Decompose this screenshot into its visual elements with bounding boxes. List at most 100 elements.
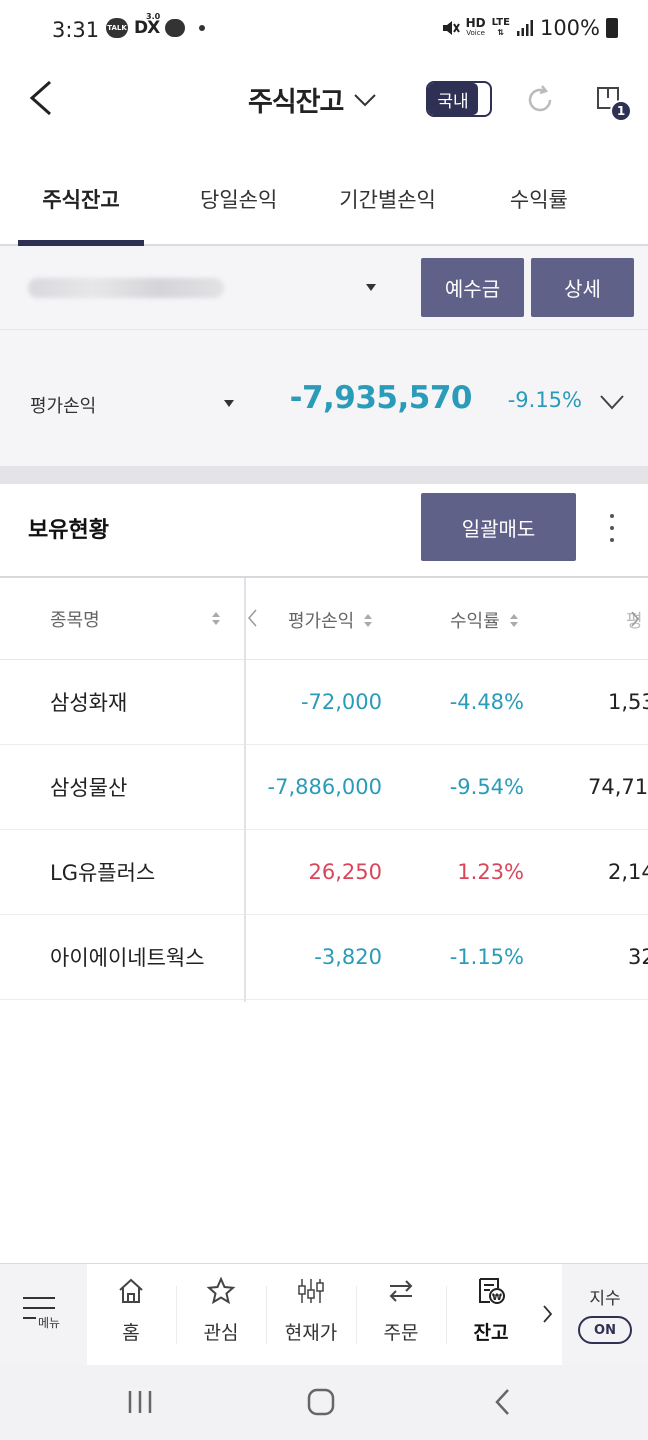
partial-value-cell: 1,53 — [608, 690, 648, 714]
swap-arrows-icon — [389, 1280, 413, 1302]
system-back-icon[interactable] — [492, 1387, 512, 1417]
dx-icon: DX 3.0 — [134, 12, 161, 38]
signal-icon — [516, 20, 533, 36]
back-arrow-icon[interactable] — [24, 78, 60, 118]
partial-value-cell: 32 — [628, 945, 648, 969]
nav-order[interactable]: 주문 — [356, 1264, 446, 1366]
index-on-toggle[interactable]: ON — [578, 1316, 632, 1344]
page-title: 주식잔고 — [248, 87, 344, 118]
detail-button[interactable]: 상세 — [531, 258, 634, 317]
tab-bar: 주식잔고 당일손익 기간별손익 수익률 — [0, 160, 648, 246]
table-row[interactable]: -72,000 -4.48% 1,53 — [246, 660, 648, 745]
page-title-dropdown[interactable]: 주식잔고 — [248, 80, 377, 119]
scroll-header-row: 평가손익 수익률 평 — [246, 578, 648, 660]
nav-watchlist[interactable]: 관심 — [176, 1264, 266, 1366]
tab-return-rate[interactable]: 수익률 — [509, 188, 568, 212]
table-row[interactable]: 26,250 1.23% 2,14 — [246, 830, 648, 915]
sort-icon — [364, 613, 373, 627]
column-header-rate[interactable]: 수익률 — [450, 607, 518, 633]
kakaotalk-icon: TALK — [106, 18, 128, 38]
summary-return-rate: -9.15% — [507, 388, 582, 412]
chat-bubble-icon — [165, 19, 186, 37]
deposit-button[interactable]: 예수금 — [421, 258, 524, 317]
caret-down-icon — [224, 400, 234, 407]
balance-icon: ₩ — [479, 1278, 505, 1304]
candlestick-icon — [298, 1279, 324, 1303]
status-time: 3:31 — [52, 18, 100, 42]
holdings-title: 보유현황 — [28, 518, 109, 543]
battery-percent: 100% — [539, 16, 600, 40]
table-row[interactable]: -3,820 -1.15% 32 — [246, 915, 648, 1000]
account-selector-row: 예수금 상세 — [0, 246, 648, 330]
scroll-left-icon[interactable] — [246, 608, 258, 628]
refresh-icon[interactable] — [522, 82, 558, 118]
scrollable-columns[interactable]: 평가손익 수익률 평 -72,000 -4.48% 1,53 -7,886,00… — [246, 578, 648, 1002]
caret-down-icon — [366, 284, 376, 291]
table-row[interactable]: -7,886,000 -9.54% 74,71 — [246, 745, 648, 830]
window-count-badge: 1 — [610, 100, 632, 122]
menu-label: 메뉴 — [38, 1316, 61, 1330]
section-divider — [0, 466, 648, 484]
stock-name-cell[interactable]: 삼성물산 — [0, 745, 244, 830]
summary-type-dropdown[interactable]: 평가손익 — [0, 370, 250, 430]
valuation-summary: 평가손익 -7,935,570 -9.15% — [0, 330, 648, 466]
menu-button[interactable]: 메뉴 — [0, 1264, 87, 1366]
summary-pnl-value: -7,935,570 — [289, 380, 473, 416]
nav-separator — [446, 1286, 447, 1344]
nav-order-label: 주문 — [383, 1322, 419, 1344]
pnl-cell: -3,820 — [314, 945, 382, 969]
home-button-icon[interactable] — [306, 1387, 336, 1417]
pnl-cell: -7,886,000 — [267, 775, 382, 799]
status-system-icons: HD Voice LTE ⇅ 100% — [440, 16, 618, 40]
multi-window-button[interactable]: 1 — [594, 84, 634, 124]
hamburger-icon — [23, 1297, 55, 1319]
expand-chevron-icon[interactable] — [598, 390, 626, 414]
pnl-cell: -72,000 — [300, 690, 382, 714]
nav-current-price-label: 현재가 — [284, 1322, 338, 1344]
chevron-down-icon — [354, 93, 377, 106]
nav-home[interactable]: 홈 — [86, 1264, 176, 1366]
tab-stock-balance[interactable]: 주식잔고 — [18, 160, 144, 246]
account-number-redacted — [28, 278, 224, 298]
sell-all-button[interactable]: 일괄매도 — [421, 493, 576, 561]
index-toggle-box[interactable]: 지수 ON — [562, 1264, 648, 1366]
market-toggle-label: 국내 — [428, 83, 478, 115]
rate-cell: 1.23% — [457, 860, 524, 884]
tab-period-pnl[interactable]: 기간별손익 — [339, 188, 436, 212]
more-options-icon[interactable] — [604, 514, 620, 542]
system-navigation-bar — [0, 1365, 648, 1440]
app-header: 주식잔고 국내 1 — [0, 62, 648, 138]
stock-name-cell[interactable]: 삼성화재 — [0, 660, 244, 745]
market-toggle[interactable]: 국내 — [426, 81, 492, 117]
fixed-name-column: 종목명 삼성화재 삼성물산 LG유플러스 아이에이네트웍스 — [0, 578, 246, 1002]
svg-text:₩: ₩ — [492, 1293, 502, 1303]
tab-daily-pnl[interactable]: 당일손익 — [200, 188, 278, 212]
battery-icon — [606, 18, 618, 38]
hd-voice-icon: HD Voice — [465, 16, 486, 37]
stock-name-cell[interactable]: LG유플러스 — [0, 830, 244, 915]
account-dropdown[interactable] — [0, 246, 400, 330]
recent-apps-icon[interactable] — [126, 1389, 154, 1415]
rate-cell: -9.54% — [449, 775, 524, 799]
scroll-right-icon[interactable] — [630, 610, 640, 628]
holdings-header: 보유현황 일괄매도 — [0, 484, 648, 578]
nav-balance[interactable]: ₩ 잔고 — [446, 1264, 536, 1366]
partial-value-cell: 2,14 — [608, 860, 648, 884]
home-icon — [119, 1278, 143, 1303]
summary-label: 평가손익 — [30, 396, 97, 417]
nav-home-label: 홈 — [122, 1322, 140, 1344]
nav-more-chevron-icon[interactable] — [542, 1304, 554, 1324]
nav-current-price[interactable]: 현재가 — [266, 1264, 356, 1366]
mute-icon — [442, 21, 460, 35]
nav-separator — [176, 1286, 177, 1344]
status-notification-icons: TALK DX 3.0 — [106, 12, 206, 38]
pnl-cell: 26,250 — [308, 860, 382, 884]
nav-balance-label: 잔고 — [473, 1322, 509, 1344]
column-header-partial[interactable]: 평 — [626, 611, 643, 632]
star-icon — [206, 1276, 236, 1305]
stock-name-cell[interactable]: 아이에이네트웍스 — [0, 915, 244, 1000]
more-notifications-dot — [199, 25, 206, 31]
sort-icon — [509, 613, 518, 627]
column-header-pnl[interactable]: 평가손익 — [288, 607, 373, 633]
column-header-name[interactable]: 종목명 — [0, 578, 244, 660]
